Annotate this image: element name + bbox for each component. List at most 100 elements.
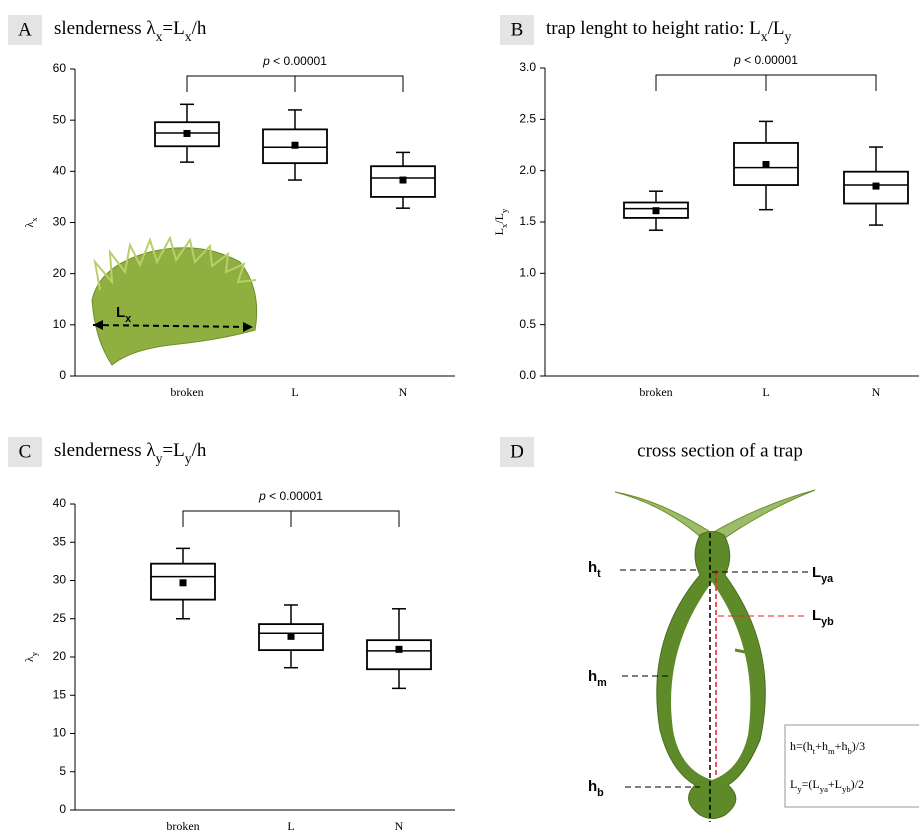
text-part: x: [125, 313, 131, 325]
text-part: L: [116, 304, 125, 321]
text-part: /h: [192, 440, 207, 461]
y-tick-label: 30: [53, 573, 67, 587]
mean-marker: [395, 645, 403, 653]
text-part: )/3: [852, 739, 865, 753]
text-part: ya: [820, 784, 828, 794]
measure-label: hm: [588, 668, 607, 689]
formula: h=(ht+hm+hb)/3: [790, 739, 865, 756]
text-part: x: [185, 29, 192, 44]
panel-label-box: [8, 15, 42, 45]
significance-label: p < 0.00001: [733, 53, 798, 67]
text-part: /h: [192, 18, 207, 39]
y-tick-label: 2.5: [519, 112, 536, 126]
text-part: < 0.00001: [266, 489, 323, 503]
panel-label: C: [19, 441, 32, 462]
text-part: ya: [821, 573, 834, 585]
significance-bracket: [182, 510, 400, 527]
text-part: λ: [22, 222, 36, 228]
mean-marker: [183, 129, 191, 137]
mean-marker: [872, 182, 880, 190]
text-part: h: [588, 668, 597, 685]
text-part: +h: [835, 739, 848, 753]
text-part: y: [29, 651, 39, 656]
inset-label: Lx: [116, 304, 131, 325]
x-tick-label: broken: [166, 819, 199, 833]
chart-title: slenderness λx=Lx/h: [54, 18, 207, 43]
panel-label-box: [500, 15, 534, 45]
text-part: L: [790, 777, 797, 791]
x-tick-label: broken: [639, 385, 672, 399]
x-tick-label: N: [395, 819, 404, 833]
y-tick-label: 25: [53, 611, 67, 625]
text-part: )/2: [851, 777, 864, 791]
y-tick-label: 0: [59, 802, 66, 816]
text-part: λ: [22, 656, 36, 662]
significance-label: p < 0.00001: [258, 489, 323, 503]
y-tick-label: 0: [59, 368, 66, 382]
y-tick-label: 3.0: [519, 60, 536, 74]
y-tick-label: 15: [53, 687, 67, 701]
y-tick-label: 1.0: [519, 266, 536, 280]
mean-marker: [291, 141, 299, 149]
y-tick-label: 50: [53, 112, 67, 126]
text-part: b: [597, 787, 604, 799]
measure-label: ht: [588, 559, 601, 580]
text-part: x: [499, 223, 509, 228]
formula: Ly=(Lya+Lyb)/2: [790, 777, 864, 794]
chart-title: slenderness λy=Ly/h: [54, 440, 207, 465]
measure-label: Lya: [812, 564, 834, 585]
significance-bracket: [655, 74, 877, 91]
mean-marker: [399, 176, 407, 184]
box: [150, 562, 216, 601]
text-part: m: [828, 746, 835, 756]
significance-bracket: [186, 75, 404, 92]
box: [366, 639, 432, 671]
text-part: y: [185, 451, 192, 466]
panel-label: D: [510, 441, 524, 462]
y-tick-label: 0.5: [519, 317, 536, 331]
panel-label-box: [8, 437, 42, 467]
chart-title: trap lenght to height ratio: Lx/Ly: [546, 18, 792, 43]
text-part: b: [847, 746, 851, 756]
text-part: t: [597, 568, 601, 580]
text-part: +L: [828, 777, 842, 791]
text-part: x: [156, 29, 163, 44]
text-part: h: [588, 559, 597, 576]
text-part: y: [499, 208, 509, 213]
y-tick-label: 20: [53, 649, 67, 663]
significance-label: p < 0.00001: [262, 54, 327, 68]
y-axis-label: Lx/Ly: [492, 208, 509, 235]
x-tick-label: N: [872, 385, 881, 399]
y-tick-label: 40: [53, 496, 67, 510]
y-tick-label: 10: [53, 317, 67, 331]
text-part: h=(h: [790, 739, 813, 753]
x-tick-label: L: [287, 819, 294, 833]
text-part: /L: [492, 213, 506, 224]
measure-label: Lyb: [812, 607, 834, 628]
panel-label-box: [500, 437, 534, 467]
text-part: /L: [768, 18, 785, 39]
mean-marker: [762, 161, 770, 169]
text-part: t: [813, 746, 816, 756]
text-part: +h: [815, 739, 828, 753]
mean-marker: [179, 579, 187, 587]
panel-label: B: [511, 19, 524, 40]
y-tick-label: 1.5: [519, 214, 536, 228]
cross-section-drawing: [614, 489, 919, 822]
y-tick-label: 2.0: [519, 163, 536, 177]
panel-title: cross section of a trap: [637, 440, 803, 461]
text-part: p: [733, 53, 741, 67]
y-tick-label: 60: [53, 61, 67, 75]
y-tick-label: 30: [53, 215, 67, 229]
text-part: h: [588, 778, 597, 795]
x-tick-label: L: [291, 385, 298, 399]
trap-photo: [91, 235, 258, 366]
text-part: yb: [842, 784, 851, 794]
text-part: =L: [162, 440, 184, 461]
y-axis-label: λy: [22, 651, 39, 662]
y-axis-label: λx: [22, 217, 39, 228]
text-part: L: [812, 607, 821, 624]
panel-label: A: [18, 19, 32, 40]
